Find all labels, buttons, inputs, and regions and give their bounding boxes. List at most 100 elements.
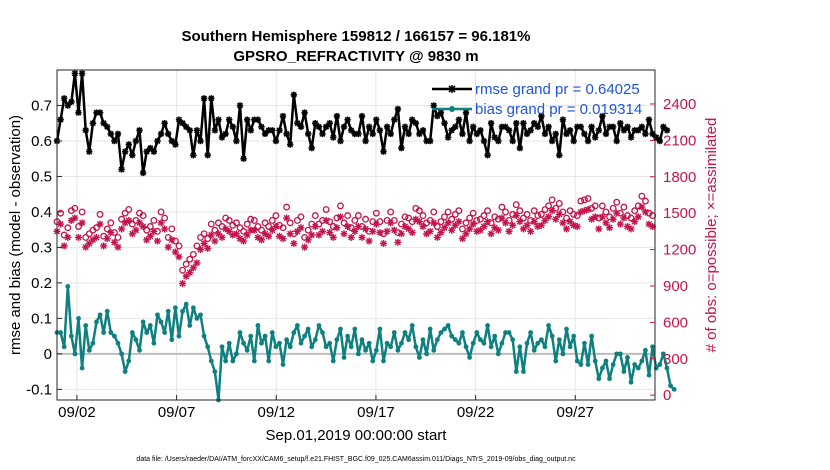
obs-assimilated-marker	[487, 230, 495, 238]
y2-tick-label: 900	[663, 278, 688, 295]
y2-tick-label: 1800	[663, 169, 696, 186]
obs-possible-marker	[232, 219, 240, 227]
rmse-point	[269, 127, 276, 134]
obs-assimilated-marker	[340, 230, 348, 238]
obs-assimilated-marker	[566, 218, 574, 226]
obs-assimilated-marker	[168, 236, 176, 244]
rmse-point	[398, 144, 405, 152]
rmse-point	[78, 70, 86, 77]
rmse-point	[107, 130, 115, 138]
rmse-point	[139, 169, 147, 177]
obs-assimilated-marker	[139, 223, 147, 231]
bias-point	[97, 312, 103, 318]
obs-possible-marker	[128, 220, 136, 228]
y-tick-label: 0.5	[31, 168, 52, 185]
chart-title: Southern Hemisphere 159812 / 166157 = 96…	[182, 28, 531, 45]
obs-assimilated-marker	[283, 214, 291, 222]
obs-possible-marker	[430, 208, 438, 216]
obs-assimilated-marker	[193, 259, 201, 267]
rmse-point	[301, 109, 308, 116]
rmse-point	[624, 123, 631, 131]
rmse-point	[645, 116, 653, 123]
obs-possible-marker	[143, 226, 151, 234]
obs-assimilated-marker	[408, 229, 416, 237]
y-tick-label: 0	[44, 346, 52, 363]
rmse-point	[147, 144, 154, 152]
bias-point	[345, 333, 351, 339]
rmse-point	[111, 137, 118, 145]
obs-possible-marker	[82, 233, 90, 241]
bias-point	[521, 369, 526, 375]
rmse-point	[68, 98, 75, 106]
obs-possible-marker	[211, 226, 219, 234]
rmse-point	[376, 127, 384, 134]
obs-assimilated-marker	[175, 253, 183, 261]
rmse-point	[656, 137, 663, 145]
y-tick-label: 0.4	[31, 204, 52, 221]
bias-point	[112, 333, 117, 339]
obs-possible-marker	[537, 210, 545, 218]
bias-point	[585, 362, 591, 367]
rmse-point	[157, 130, 165, 138]
bias-point	[603, 358, 609, 364]
obs-assimilated-marker	[326, 229, 334, 237]
obs-assimilated-marker	[441, 224, 449, 232]
obs-assimilated-marker	[505, 227, 513, 235]
obs-possible-marker	[283, 203, 291, 211]
x-tick-label: 09/27	[556, 404, 594, 421]
bias-point	[273, 344, 279, 350]
bias-point	[241, 340, 246, 346]
obs-possible-marker	[297, 213, 305, 221]
bias-point	[180, 308, 185, 314]
bias-point	[506, 330, 512, 335]
obs-assimilated-marker	[390, 226, 398, 234]
obs-possible-marker	[419, 212, 427, 220]
rmse-point	[290, 91, 297, 99]
y2-axis-label: # of obs: o=possible; ×=assimilated	[703, 118, 720, 353]
obs-assimilated-marker	[164, 243, 172, 251]
obs-assimilated-marker	[419, 223, 427, 231]
footnote: data file: /Users/raeder/DAI/ATM_forcXX/…	[136, 456, 576, 463]
rmse-point	[401, 123, 409, 131]
bias-point	[61, 344, 67, 350]
obs-assimilated-marker	[584, 206, 592, 214]
bias-point	[190, 305, 196, 311]
obs-possible-marker	[498, 203, 506, 211]
rmse-point	[477, 127, 484, 134]
bias-point	[381, 358, 386, 364]
rmse-point	[570, 137, 577, 145]
y2-tick-label: 1200	[663, 242, 696, 259]
obs-possible-marker	[437, 218, 445, 226]
y2-tick-label: 2100	[663, 132, 696, 149]
obs-assimilated-marker	[433, 233, 441, 241]
bias-point	[201, 333, 207, 339]
legend: rmse grand pr = 0.64025 bias grand pr = …	[432, 81, 642, 118]
obs-assimilated-marker	[125, 216, 133, 224]
obs-possible-marker	[563, 214, 570, 222]
rmse-point	[114, 130, 122, 138]
bias-point	[431, 347, 437, 353]
obs-possible-marker	[175, 242, 183, 250]
obs-possible-marker	[591, 202, 599, 210]
bias-point	[564, 326, 569, 332]
bias-point	[176, 333, 182, 339]
bias-point	[549, 333, 555, 339]
bias-point	[442, 326, 447, 332]
rmse-point	[276, 127, 283, 134]
obs-assimilated-marker	[344, 223, 352, 231]
obs-possible-marker	[100, 232, 108, 240]
obs-assimilated-marker	[448, 226, 456, 234]
obs-possible-marker	[530, 207, 538, 215]
obs-possible-marker	[193, 242, 201, 250]
bias-point	[277, 340, 282, 346]
obs-assimilated-marker	[573, 223, 581, 231]
obs-possible-marker	[57, 209, 65, 217]
obs-assimilated-marker	[380, 239, 388, 247]
rmse-point	[211, 127, 219, 134]
bias-point	[445, 323, 451, 328]
obs-possible-marker	[132, 216, 140, 224]
bias-point	[413, 344, 419, 350]
rmse-point	[369, 130, 376, 138]
obs-assimilated-marker	[466, 225, 474, 233]
rmse-point	[340, 123, 348, 131]
